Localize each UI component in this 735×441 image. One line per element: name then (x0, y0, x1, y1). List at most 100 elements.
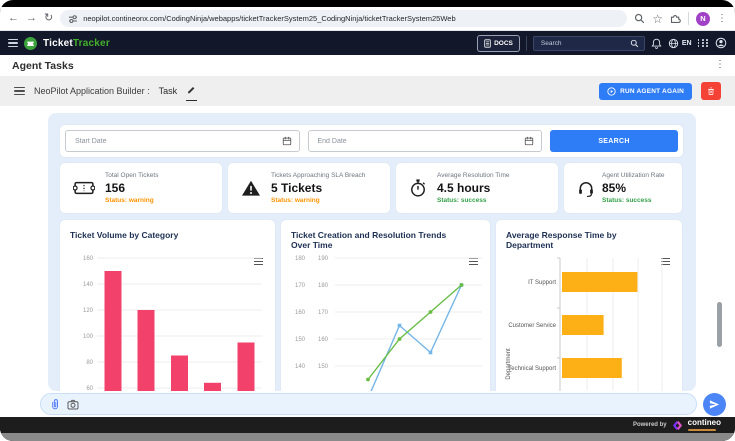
kpi-status: Status: warning (105, 196, 154, 204)
kpi-label: Average Resolution Time (437, 172, 510, 180)
svg-text:180: 180 (295, 256, 306, 262)
powered-by-label: Powered by (632, 422, 667, 428)
docs-button[interactable]: DOCS (477, 34, 520, 52)
search-icon[interactable] (630, 39, 639, 48)
bar-chart-canvas: 160 140 120 100 80 60 (83, 256, 262, 391)
extensions-icon[interactable] (670, 13, 681, 24)
contineo-logo-icon (672, 420, 682, 430)
kpi-value: 5 Tickets (271, 180, 323, 195)
chat-input-pill[interactable] (40, 393, 697, 415)
zoom-icon[interactable] (634, 13, 645, 24)
browser-menu-icon[interactable]: ⋮ (717, 12, 727, 24)
kpi-agent-utilization[interactable]: Agent Utilization Rate 85% Status: succe… (564, 163, 682, 213)
svg-text:140: 140 (295, 364, 306, 370)
svg-text:180: 180 (318, 283, 329, 289)
kpi-value: 85% (602, 180, 627, 195)
run-agent-again-button[interactable]: RUN AGENT AGAIN (599, 82, 692, 100)
delete-task-button[interactable] (701, 82, 721, 100)
svg-text:100: 100 (83, 334, 94, 340)
start-date-input[interactable] (73, 136, 278, 146)
menu-icon[interactable] (8, 38, 18, 48)
svg-text:190: 190 (318, 256, 329, 262)
navbar-search[interactable] (532, 35, 645, 51)
tickettracker-logo[interactable] (24, 36, 37, 50)
chart-toolbox-icon[interactable] (254, 258, 263, 266)
end-date-input[interactable] (315, 136, 520, 146)
browser-toolbar: ← → ↻ neopilot.contineonx.com/CodingNinj… (0, 7, 735, 31)
task-header: NeoPilot Application Builder : Task RUN … (0, 76, 735, 106)
kpi-label: Agent Utilization Rate (602, 172, 665, 180)
svg-text:160: 160 (295, 310, 306, 316)
scrollbar-thumb[interactable] (717, 302, 722, 347)
svg-text:150: 150 (295, 337, 306, 343)
chart-title: Average Response Time by Department (506, 230, 617, 250)
dashboard-panel: SEARCH Total Open Tickets 156 Status: wa… (48, 113, 696, 391)
language-selector[interactable]: EN (668, 38, 692, 49)
search-button[interactable]: SEARCH (550, 130, 678, 152)
kpi-avg-resolution-time[interactable]: Average Resolution Time 4.5 hours Status… (396, 163, 558, 213)
profile-avatar[interactable]: N (696, 11, 710, 26)
ticket-logo-icon (27, 41, 34, 46)
brand-name: TicketTracker (43, 37, 110, 49)
send-plane-icon (709, 400, 720, 409)
send-button[interactable] (703, 393, 726, 416)
calendar-icon[interactable] (524, 136, 534, 146)
reload-icon[interactable]: ↻ (44, 12, 54, 24)
task-drag-handle-icon[interactable] (14, 86, 25, 96)
page-title: Agent Tasks (12, 60, 74, 72)
task-name: Task (158, 86, 178, 96)
camera-icon[interactable] (67, 399, 79, 410)
chart-toolbox-icon[interactable] (661, 258, 670, 266)
kpi-sla-breach[interactable]: Tickets Approaching SLA Breach 5 Tickets… (228, 163, 390, 213)
svg-text:120: 120 (83, 308, 94, 314)
svg-text:Customer Service: Customer Service (508, 323, 556, 329)
edit-task-button[interactable] (186, 81, 198, 101)
calendar-icon[interactable] (282, 136, 292, 146)
kpi-label: Total Open Tickets (105, 172, 159, 180)
trash-icon (708, 87, 714, 95)
line-chart-canvas: 180 190 170 180 160 170 150 160 140 150 (295, 256, 482, 391)
ticket-icon (73, 181, 95, 195)
svg-text:150: 150 (318, 364, 329, 370)
svg-text:80: 80 (86, 360, 93, 366)
kpi-status: Status: warning (271, 196, 320, 204)
kpi-total-open-tickets[interactable]: Total Open Tickets 156 Status: warning (60, 163, 222, 213)
stopwatch-icon (411, 179, 426, 197)
svg-text:Technical Support: Technical Support (508, 366, 556, 372)
svg-text:60: 60 (86, 386, 93, 391)
chart-title: Ticket Creation and Resolution Trends Ov… (291, 230, 447, 250)
warning-icon (242, 180, 260, 196)
back-icon[interactable]: ← (8, 12, 19, 24)
notifications-bell-icon[interactable] (651, 38, 662, 49)
page-menu-icon[interactable]: ⋮ (715, 59, 725, 70)
kpi-value: 156 (105, 180, 126, 195)
hbar-chart-canvas: IT Support Customer Service Technical Supp… (506, 257, 663, 391)
svg-text:IT Support: IT Support (528, 280, 556, 286)
kpi-row: Total Open Tickets 156 Status: warning T… (60, 163, 682, 213)
address-bar[interactable]: neopilot.contineonx.com/CodingNinja/weba… (60, 10, 628, 27)
bookmark-star-icon[interactable]: ☆ (652, 11, 663, 26)
svg-text:170: 170 (295, 283, 306, 289)
toolbar-divider (688, 12, 689, 25)
kpi-status: Status: success (437, 196, 487, 204)
kpi-status: Status: success (602, 196, 652, 204)
navbar-divider (525, 35, 527, 51)
end-date-field[interactable] (307, 130, 542, 152)
user-account-icon[interactable] (715, 37, 727, 49)
url-text: neopilot.contineonx.com/CodingNinja/weba… (83, 14, 456, 23)
attachment-paperclip-icon[interactable] (50, 398, 60, 410)
kpi-label: Tickets Approaching SLA Breach (271, 172, 366, 180)
headset-icon (579, 181, 593, 197)
chart-toolbox-icon[interactable] (469, 258, 478, 266)
kpi-value: 4.5 hours (437, 180, 491, 195)
pencil-icon (188, 86, 195, 94)
chart-trends: Ticket Creation and Resolution Trends Ov… (281, 220, 490, 391)
site-info-icon[interactable] (68, 14, 78, 24)
apps-grid-icon[interactable] (697, 39, 709, 47)
forward-icon[interactable]: → (26, 12, 37, 24)
chat-message-input[interactable] (86, 399, 687, 409)
start-date-field[interactable] (65, 130, 300, 152)
svg-text:170: 170 (318, 310, 329, 316)
navbar-search-input[interactable] (538, 38, 626, 48)
document-icon (484, 38, 491, 48)
